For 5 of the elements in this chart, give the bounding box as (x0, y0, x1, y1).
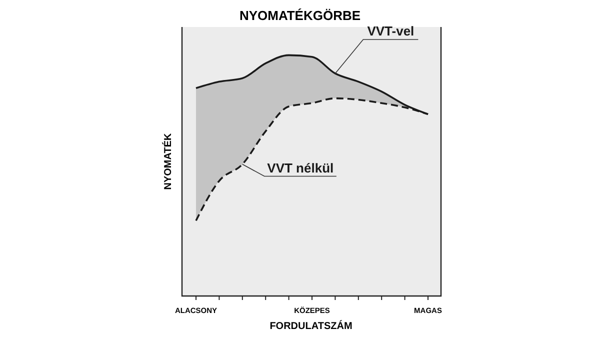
chart-title: NYOMATÉKGÖRBE (239, 8, 361, 23)
x-axis-title: FORDULATSZÁM (270, 320, 352, 332)
series-label: VVT nélkül (267, 160, 334, 176)
text: VVT-vel (367, 23, 414, 38)
y-axis-title: NYOMATÉK (162, 132, 174, 190)
